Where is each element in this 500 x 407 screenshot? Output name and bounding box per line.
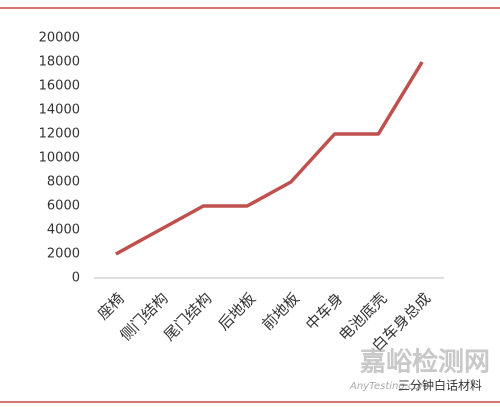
watermark-domain: AnyTesting.com xyxy=(349,381,430,392)
y-tick-label: 2000 xyxy=(47,247,80,262)
x-tick-label: 前地板 xyxy=(258,289,303,334)
y-tick-label: 6000 xyxy=(47,199,80,214)
y-tick-label: 14000 xyxy=(39,103,80,118)
x-tick-label: 后地板 xyxy=(215,289,260,334)
y-tick-label: 12000 xyxy=(39,127,80,142)
y-tick-label: 20000 xyxy=(39,31,80,46)
y-tick-label: 0 xyxy=(72,271,80,286)
y-tick-label: 18000 xyxy=(39,55,80,70)
watermark-account: 三分钟白话材料 xyxy=(398,378,482,393)
y-tick-label: 10000 xyxy=(39,151,80,166)
y-tick-label: 16000 xyxy=(39,79,80,94)
x-tick-label: 座椅 xyxy=(94,289,128,323)
x-tick-label: 尾门结构 xyxy=(160,289,215,344)
watermark-site: 嘉峪检测网 xyxy=(360,347,490,378)
y-tick-label: 4000 xyxy=(47,223,80,238)
data-line xyxy=(115,61,424,256)
y-tick-label: 8000 xyxy=(47,175,80,190)
